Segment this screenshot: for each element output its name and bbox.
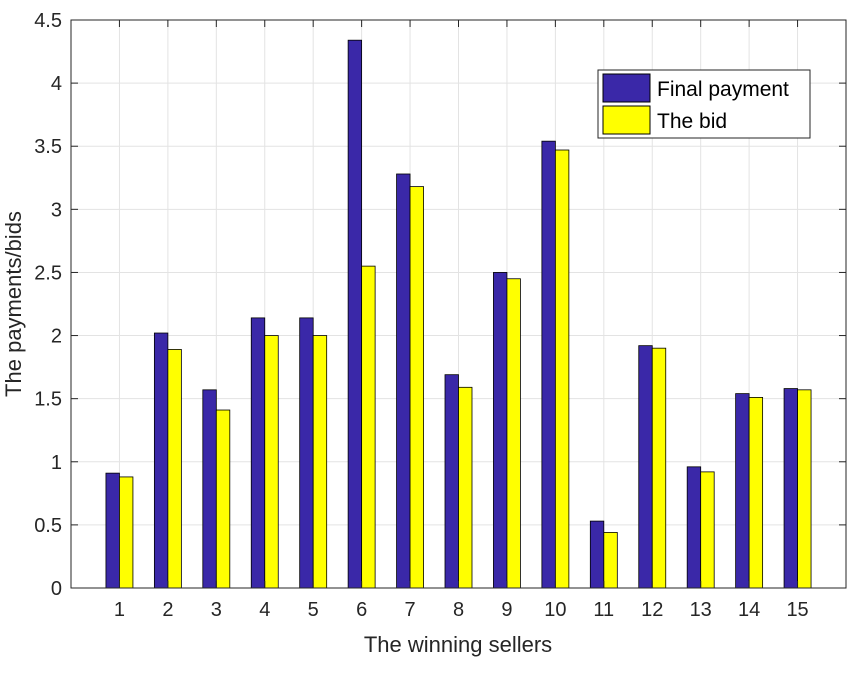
y-tick-label: 4	[51, 73, 62, 95]
y-tick-label: 3.5	[34, 136, 62, 158]
bar-final-payment-10	[541, 140, 556, 589]
bar-final-payment-14	[735, 393, 750, 589]
y-tick-label: 1.5	[34, 389, 62, 411]
x-tick-label: 3	[211, 599, 222, 621]
y-axis-title: The payments/bids	[1, 211, 26, 397]
x-axis-title: The winning sellers	[364, 632, 552, 657]
bar-the-bid-2	[167, 349, 182, 589]
x-tick-label: 13	[690, 599, 712, 621]
bar-the-bid-6	[361, 265, 376, 589]
x-tick-label: 8	[453, 599, 464, 621]
bar-the-bid-3	[215, 409, 231, 589]
y-tick-label: 3	[51, 199, 62, 221]
bar-final-payment-7	[396, 173, 411, 589]
bar-final-payment-12	[638, 345, 653, 589]
bar-final-payment-9	[493, 272, 508, 589]
axis-ticks: 00.511.522.533.544.51 2 3 4 5 6 7 8 9 10 11 12 13 14 1…	[34, 10, 846, 621]
bar-the-bid-15	[797, 389, 812, 589]
bar-final-payment-6	[347, 39, 363, 589]
bar-final-payment-3	[202, 389, 217, 589]
y-tick-label: 0.5	[34, 515, 62, 537]
bar-the-bid-5	[312, 335, 328, 589]
bar-final-payment-8	[444, 374, 459, 589]
x-tick-label: 11	[593, 599, 614, 621]
bar-the-bid-4	[264, 335, 279, 589]
x-tick-label: 14	[738, 599, 760, 621]
bar-the-bid-9	[506, 278, 521, 589]
bar-the-bid-7	[409, 186, 424, 589]
bar-the-bid-12	[651, 347, 667, 589]
bar-final-payment-15	[783, 388, 798, 589]
x-tick-label: 2	[162, 599, 173, 621]
bar-final-payment-5	[299, 317, 314, 589]
y-tick-label: 1	[51, 452, 62, 474]
legend-label-the-bid: The bid	[657, 110, 727, 133]
legend-swatch-the-bid	[602, 105, 651, 135]
bar-the-bid-10	[554, 149, 570, 589]
x-tick-label: 1	[114, 599, 125, 621]
bar-the-bid-1	[119, 476, 134, 589]
bar-final-payment-1	[105, 472, 120, 589]
legend-swatch-final-payment	[602, 73, 651, 103]
y-tick-label: 2	[51, 326, 62, 348]
bar-final-payment-2	[153, 332, 169, 589]
legend-label-final-payment: Final payment	[657, 78, 789, 101]
bar-the-bid-11	[603, 532, 618, 589]
x-tick-label: 5	[308, 599, 319, 621]
bar-final-payment-13	[686, 466, 702, 589]
bar-final-payment-11	[589, 520, 605, 589]
legend: Final payment The bid	[597, 69, 811, 139]
y-tick-label: 4.5	[34, 10, 62, 32]
x-tick-label: 4	[259, 599, 270, 621]
bar-the-bid-14	[748, 397, 764, 589]
y-tick-label: 2.5	[34, 262, 62, 284]
x-tick-label: 15	[786, 599, 808, 621]
x-tick-label: 9	[501, 599, 512, 621]
x-tick-label: 7	[405, 599, 416, 621]
x-tick-label: 6	[356, 599, 367, 621]
bar-the-bid-8	[458, 386, 473, 589]
bar-final-payment-4	[250, 317, 266, 589]
bar-the-bid-13	[700, 471, 715, 589]
bars	[105, 39, 812, 589]
y-tick-label: 0	[51, 578, 62, 600]
x-tick-label: 10	[544, 599, 566, 621]
x-tick-label: 12	[641, 599, 663, 621]
